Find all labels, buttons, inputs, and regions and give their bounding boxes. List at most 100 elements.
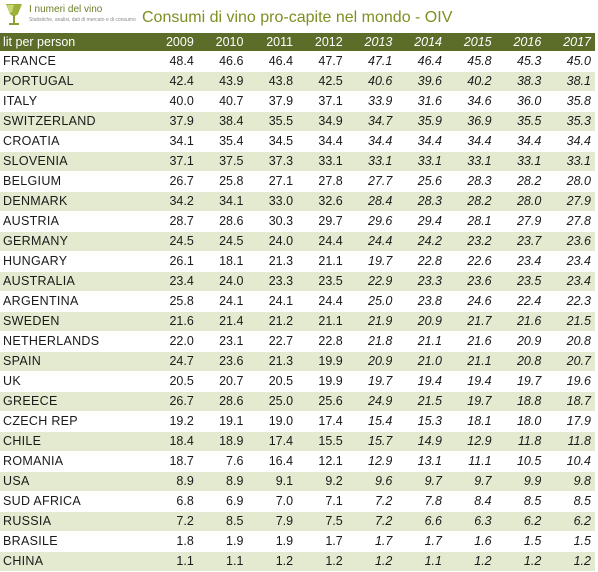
country-cell: AUSTRALIA	[0, 271, 149, 292]
value-cell: 12.9	[446, 431, 496, 452]
value-cell: 42.4	[148, 71, 198, 92]
value-cell: 7.2	[346, 491, 397, 512]
page-title: Consumi di vino pro-capite nel mondo - O…	[142, 9, 453, 26]
value-cell: 33.0	[247, 191, 298, 212]
table-row: BELGIUM 26.7 25.8 27.1 27.8 27.7 25.6 28.3 28.2 2…	[0, 171, 595, 192]
country-cell: SPAIN	[0, 351, 149, 372]
value-cell: 48.4	[148, 51, 198, 72]
value-cell: 33.1	[396, 151, 446, 172]
value-cell: 1.1	[148, 551, 198, 572]
value-cell: 29.4	[396, 211, 446, 232]
table-row: HUNGARY 26.1 18.1 21.3 21.1 19.7 22.8 22.6 23.4 2…	[0, 251, 595, 272]
year-header: 2009	[165, 35, 194, 49]
value-cell: 24.0	[247, 231, 298, 252]
value-cell: 21.1	[297, 251, 347, 272]
value-cell: 15.3	[396, 411, 446, 432]
value-cell: 26.1	[148, 251, 198, 272]
table-row: NETHERLANDS 22.0 23.1 22.7 22.8 21.8 21.1 21.6 2…	[0, 331, 595, 352]
value-cell: 28.0	[495, 191, 546, 212]
value-cell: 34.1	[197, 191, 248, 212]
value-cell: 37.5	[197, 151, 248, 172]
value-cell: 23.6	[545, 231, 595, 252]
value-cell: 24.1	[197, 291, 248, 312]
value-cell: 9.7	[396, 471, 446, 492]
value-cell: 24.2	[396, 231, 446, 252]
value-cell: 35.9	[396, 111, 446, 132]
value-cell: 23.6	[197, 351, 248, 372]
table-row: ARGENTINA 25.8 24.1 24.1 24.4 25.0 23.8 24.6 22.…	[0, 291, 595, 312]
value-cell: 34.7	[346, 111, 397, 132]
value-cell: 33.9	[346, 91, 397, 112]
value-cell: 31.6	[396, 91, 446, 112]
value-cell: 20.7	[197, 371, 248, 392]
value-cell: 21.1	[446, 351, 496, 372]
value-cell: 25.0	[247, 391, 298, 412]
value-cell: 9.2	[297, 471, 347, 492]
country-cell: GERMANY	[0, 231, 149, 252]
value-cell: 7.1	[297, 491, 347, 512]
country-cell: CZECH REP	[0, 411, 149, 432]
value-cell: 24.1	[247, 291, 298, 312]
logo: I numeri del vino Statistiche, analisi, …	[2, 2, 136, 30]
value-cell: 20.8	[495, 351, 546, 372]
value-cell: 18.1	[446, 411, 496, 432]
value-cell: 1.9	[197, 531, 248, 552]
value-cell: 35.3	[545, 111, 595, 132]
value-cell: 22.3	[545, 291, 595, 312]
country-cell: HUNGARY	[0, 251, 149, 272]
value-cell: 19.4	[446, 371, 496, 392]
value-cell: 14.9	[396, 431, 446, 452]
value-cell: 21.1	[396, 331, 446, 352]
table-row: CHINA 1.1 1.1 1.2 1.2 1.2 1.1 1.2 1.2 1.2	[0, 551, 595, 572]
value-cell: 8.9	[148, 471, 198, 492]
value-cell: 23.4	[545, 251, 595, 272]
value-cell: 21.6	[148, 311, 198, 332]
year-header: 2017	[563, 35, 591, 49]
value-cell: 21.3	[247, 351, 298, 372]
value-cell: 17.4	[297, 411, 347, 432]
value-cell: 37.9	[247, 91, 298, 112]
value-cell: 24.4	[297, 231, 347, 252]
year-header: 2013	[364, 35, 393, 49]
value-cell: 26.7	[148, 171, 198, 192]
value-cell: 22.8	[297, 331, 347, 352]
value-cell: 22.0	[148, 331, 198, 352]
value-cell: 21.1	[297, 311, 347, 332]
value-cell: 1.7	[396, 531, 446, 552]
value-cell: 27.9	[495, 211, 546, 232]
value-cell: 18.0	[495, 411, 546, 432]
value-cell: 12.9	[346, 451, 397, 472]
value-cell: 40.6	[346, 71, 397, 92]
value-cell: 23.4	[495, 251, 546, 272]
value-cell: 33.1	[346, 151, 397, 172]
value-cell: 46.4	[396, 51, 446, 72]
value-cell: 27.9	[545, 191, 595, 212]
value-cell: 22.7	[247, 331, 298, 352]
value-cell: 33.1	[545, 151, 595, 172]
value-cell: 23.4	[148, 271, 198, 292]
value-cell: 1.2	[346, 551, 397, 572]
value-cell: 27.8	[545, 211, 595, 232]
page-header: I numeri del vino Statistiche, analisi, …	[0, 0, 598, 33]
logo-text: I numeri del vino	[29, 4, 103, 15]
value-cell: 7.8	[396, 491, 446, 512]
value-cell: 23.3	[247, 271, 298, 292]
value-cell: 23.6	[446, 271, 496, 292]
value-cell: 6.2	[545, 511, 595, 532]
value-cell: 18.7	[545, 391, 595, 412]
value-cell: 18.8	[495, 391, 546, 412]
year-header: 2012	[314, 35, 343, 49]
value-cell: 23.7	[495, 231, 546, 252]
value-cell: 21.3	[247, 251, 298, 272]
value-cell: 6.6	[396, 511, 446, 532]
value-cell: 1.2	[247, 551, 298, 572]
value-cell: 9.8	[545, 471, 595, 492]
table-row: UK 20.5 20.7 20.5 19.9 19.7 19.4 19.4 19.7 19.6	[0, 371, 595, 392]
value-cell: 15.4	[346, 411, 397, 432]
country-cell: BRASILE	[0, 531, 149, 552]
value-cell: 36.9	[446, 111, 496, 132]
value-cell: 37.3	[247, 151, 298, 172]
table-row: CHILE 18.4 18.9 17.4 15.5 15.7 14.9 12.9 11.8 11.…	[0, 431, 595, 452]
value-cell: 34.9	[297, 111, 347, 132]
value-cell: 1.2	[446, 551, 496, 572]
